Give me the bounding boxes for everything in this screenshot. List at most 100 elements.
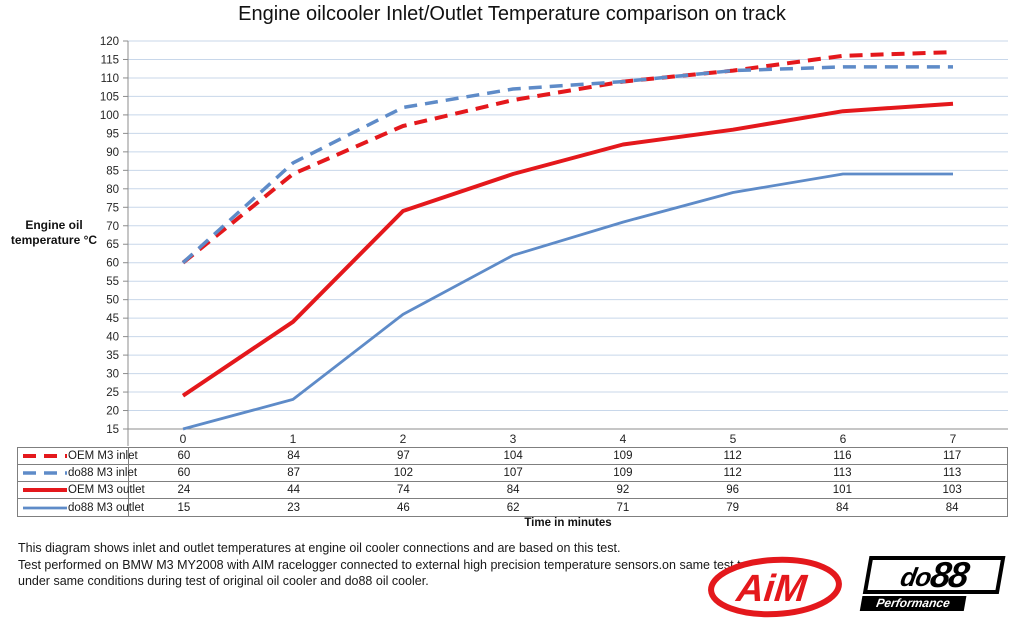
- do88-logo-88: 88: [927, 554, 971, 595]
- x-tick-label: 3: [510, 432, 517, 446]
- y-tick-label: 100: [100, 110, 119, 122]
- series-label-cell: do88 M3 inlet: [18, 465, 137, 481]
- value-cell: 15: [177, 501, 191, 514]
- x-tick-label: 4: [620, 432, 627, 446]
- y-tick-label: 30: [106, 369, 119, 381]
- y-tick-label: 50: [106, 295, 119, 307]
- value-cell: 107: [503, 467, 523, 479]
- line-chart: 1520253035404550556065707580859095100105…: [100, 36, 1008, 446]
- y-axis-label-line2: temperature °C: [10, 233, 98, 247]
- x-tick-label: 6: [840, 432, 847, 446]
- y-tick-label: 15: [106, 424, 119, 436]
- value-cell: 84: [835, 501, 849, 514]
- do88-logo-box: do 88: [862, 554, 1006, 595]
- legend-key-solid-icon: [23, 488, 67, 492]
- x-tick-label: 0: [180, 432, 187, 446]
- table-row: do88 M3 outlet 15 23 46 62 71 79 84 84: [18, 499, 1007, 516]
- legend-key-dashed-icon: [23, 471, 67, 475]
- value-cell: 109: [613, 467, 633, 479]
- y-tick-label: 85: [106, 165, 119, 177]
- series-label-cell: do88 M3 outlet: [18, 499, 144, 516]
- value-cell: 117: [942, 450, 962, 462]
- value-cell: 104: [503, 450, 523, 462]
- value-cell: 62: [506, 501, 520, 514]
- y-tick-label: 55: [106, 276, 119, 288]
- x-tick-label: 1: [290, 432, 297, 446]
- x-axis-title: Time in minutes: [524, 517, 612, 529]
- x-tick-label: 7: [950, 432, 957, 446]
- aim-logo-ellipse: [708, 556, 842, 618]
- value-cell: 79: [726, 501, 740, 514]
- aim-logo-text: AiM: [734, 568, 810, 610]
- y-tick-label: 105: [100, 91, 119, 103]
- value-cell: 113: [942, 467, 962, 479]
- value-cell: 113: [833, 467, 852, 479]
- value-cell: 102: [393, 467, 413, 479]
- y-tick-label: 70: [106, 221, 119, 233]
- value-cell: 112: [723, 467, 742, 479]
- y-tick-label: 60: [106, 258, 119, 270]
- y-tick-label: 120: [100, 36, 119, 48]
- value-cell: 60: [177, 450, 191, 462]
- series-label: OEM M3 outlet: [68, 484, 145, 496]
- value-cell: 112: [723, 450, 742, 462]
- y-tick-label: 115: [101, 54, 119, 66]
- value-cell: 71: [616, 501, 630, 514]
- y-tick-label: 40: [106, 332, 119, 344]
- series-line-do88-m3-inlet: [181, 65, 953, 264]
- value-cell: 74: [396, 484, 410, 496]
- y-axis-label: Engine oil temperature °C: [6, 218, 102, 248]
- value-cell: 84: [287, 450, 301, 462]
- y-tick-label: 25: [106, 387, 119, 399]
- y-tick-label: 35: [106, 350, 119, 362]
- legend-key-solid-icon: [23, 506, 67, 509]
- y-tick-label: 45: [106, 313, 119, 325]
- chart-title: Engine oilcooler Inlet/Outlet Temperatur…: [238, 3, 786, 25]
- value-cell: 84: [945, 501, 959, 514]
- caption-line-2: Test performed on BMW M3 MY2008 with AIM…: [18, 557, 765, 572]
- table-row: OEM M3 inlet 60 84 97 104 109 112 116 117: [18, 448, 1007, 465]
- value-cell: 109: [613, 450, 633, 462]
- series-label: OEM M3 inlet: [68, 450, 138, 462]
- value-cell: 97: [396, 450, 410, 462]
- caption-line-3: under same conditions during test of ori…: [18, 574, 429, 588]
- y-axis-label-line1: Engine oil: [25, 218, 83, 232]
- value-cell: 103: [942, 484, 962, 496]
- value-cell: 87: [287, 467, 301, 479]
- y-tick-label: 65: [106, 239, 119, 251]
- caption: This diagram shows inlet and outlet temp…: [18, 540, 764, 590]
- value-cell: 44: [287, 484, 301, 496]
- y-tick-label: 110: [101, 73, 119, 85]
- table-row: do88 M3 inlet 60 87 102 107 109 112 113 113: [18, 465, 1007, 482]
- y-tick-label: 95: [106, 128, 119, 140]
- series-label: do88 M3 outlet: [68, 501, 145, 514]
- y-tick-label: 90: [106, 147, 119, 159]
- table-row: OEM M3 outlet 24 44 74 84 92 96 101 103: [18, 482, 1007, 499]
- x-tick-label: 5: [730, 432, 737, 446]
- do88-logo-performance: Performance: [859, 596, 967, 611]
- data-table: OEM M3 inlet 60 84 97 104 109 112 116 117 do88 M3…: [17, 447, 1008, 517]
- aim-logo: AiM: [708, 556, 842, 618]
- y-tick-label: 75: [106, 202, 119, 214]
- series-line-oem-m3-inlet: [181, 50, 954, 265]
- y-tick-label: 20: [106, 406, 119, 418]
- do88-logo: do 88 Performance: [859, 554, 1016, 618]
- series-line-do88-m3-outlet: [182, 172, 953, 431]
- y-tick-label: 80: [106, 184, 119, 196]
- value-cell: 46: [396, 501, 410, 514]
- value-cell: 92: [616, 484, 630, 496]
- series-label-cell: OEM M3 inlet: [18, 448, 138, 464]
- series-line-oem-m3-outlet: [181, 101, 954, 398]
- value-cell: 23: [287, 501, 301, 514]
- series-label: do88 M3 inlet: [68, 467, 138, 479]
- legend-key-dashed-icon: [23, 454, 67, 458]
- caption-line-1: This diagram shows inlet and outlet temp…: [18, 541, 621, 555]
- series-label-cell: OEM M3 outlet: [18, 482, 145, 498]
- value-cell: 96: [726, 484, 740, 496]
- value-cell: 84: [506, 484, 520, 496]
- do88-logo-do: do: [898, 562, 934, 592]
- value-cell: 60: [177, 467, 191, 479]
- x-tick-label: 2: [400, 432, 407, 446]
- value-cell: 116: [833, 450, 852, 462]
